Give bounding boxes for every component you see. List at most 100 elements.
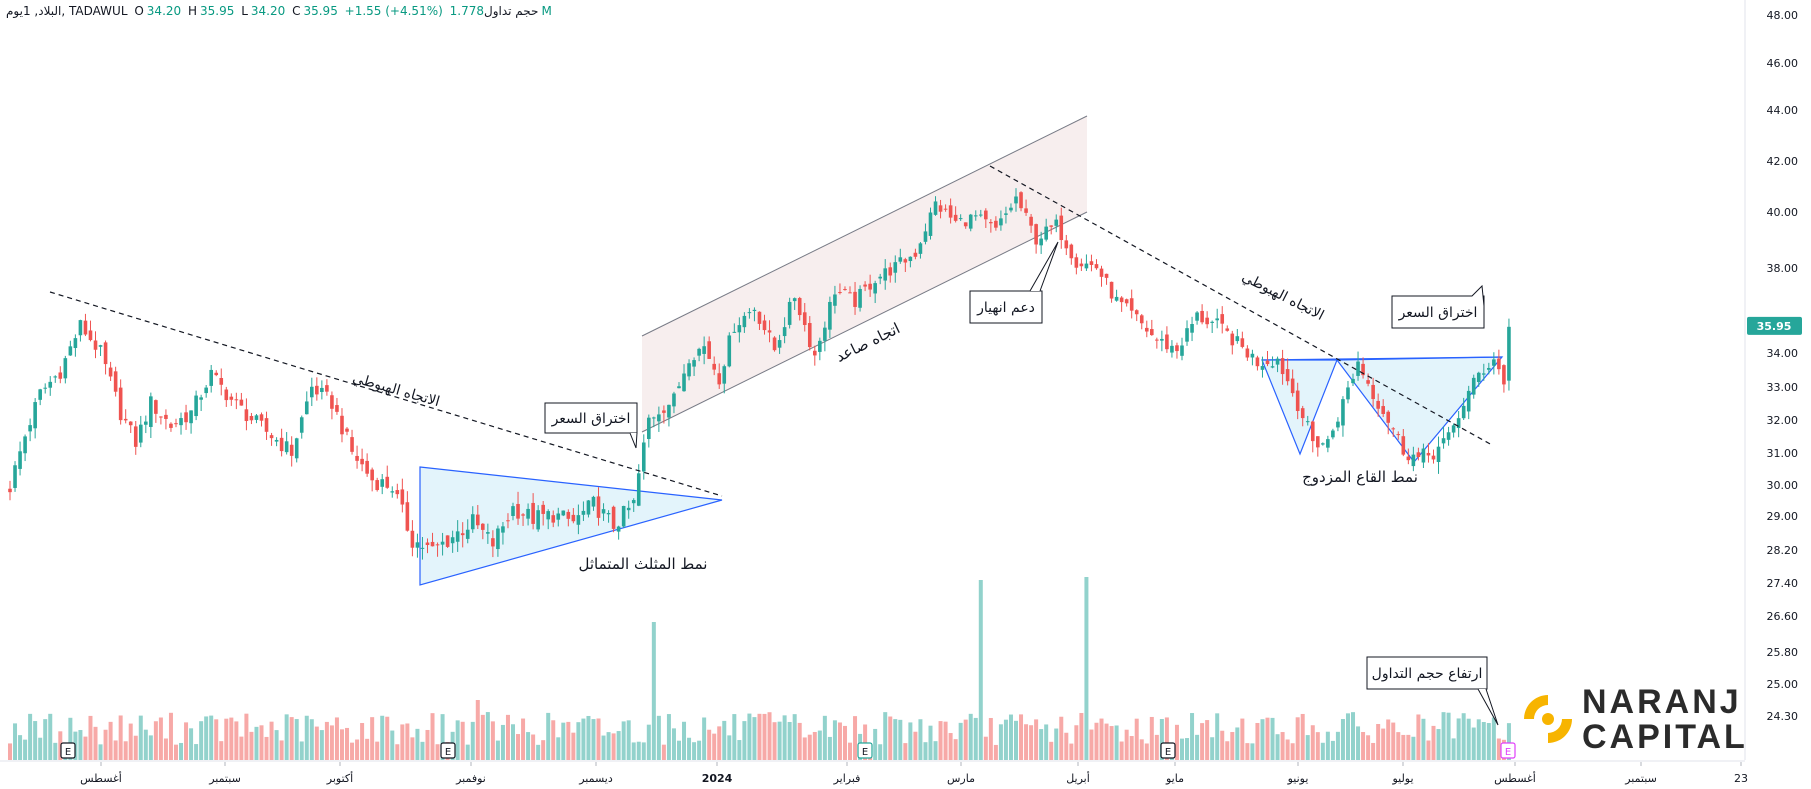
volume-bar <box>1290 743 1295 760</box>
volume-bar <box>762 713 767 760</box>
volume-bar <box>365 738 370 760</box>
candle-body <box>219 377 224 385</box>
volume-bar <box>500 724 505 760</box>
candle-body <box>1114 296 1119 301</box>
candle-body <box>833 294 837 306</box>
candle-body <box>1275 358 1280 365</box>
candle-body <box>1310 421 1315 442</box>
candle-body <box>254 415 259 420</box>
volume-bar <box>309 719 314 760</box>
candle-body <box>913 252 918 257</box>
volume-bar <box>521 718 526 760</box>
volume-bar <box>822 715 827 760</box>
candle-body <box>1144 327 1149 332</box>
volume-bar <box>1471 727 1476 760</box>
volume-bar <box>621 721 626 760</box>
volume-bar <box>345 727 350 760</box>
last-price-text: 35.95 <box>1757 320 1792 333</box>
volume-bar <box>78 730 83 760</box>
volume-bar <box>1089 729 1094 760</box>
candle-body <box>581 510 586 515</box>
volume-bar <box>480 714 485 760</box>
candles <box>8 188 1511 560</box>
earnings-marker <box>440 742 456 759</box>
volume-bar <box>435 744 440 760</box>
candle-body <box>516 503 520 519</box>
volume-bar <box>465 744 470 760</box>
candle-body <box>1441 438 1446 444</box>
volume-bar <box>470 721 475 760</box>
x-tick-label: 23 <box>1734 772 1748 785</box>
candle-body <box>531 502 535 524</box>
volume-bar <box>666 714 671 760</box>
candle-body <box>1009 207 1013 211</box>
volume-bar <box>516 734 521 760</box>
x-tick-label: نوفمبر <box>455 772 486 785</box>
candle-body <box>682 373 686 392</box>
candle-body <box>923 231 928 242</box>
volume-bar <box>1245 743 1250 760</box>
volume-bar <box>380 715 385 760</box>
volume-bar <box>752 717 757 760</box>
y-tick-label: 24.30 <box>1767 710 1799 723</box>
y-tick-label: 42.00 <box>1767 155 1799 168</box>
candle-body <box>1104 273 1109 278</box>
candle-body <box>1366 380 1370 384</box>
candle-body <box>184 412 188 423</box>
candle-body <box>23 436 27 454</box>
candle-body <box>566 511 571 519</box>
volume-bar <box>1049 741 1054 760</box>
candle-body <box>953 214 958 221</box>
volume-bar <box>229 717 234 760</box>
volume-bar <box>219 741 224 760</box>
candle-body <box>325 385 329 392</box>
volume-bar <box>848 742 853 760</box>
naranj-logo <box>1524 695 1572 743</box>
volume-bar <box>1019 714 1024 760</box>
candle-body <box>425 542 430 546</box>
earnings-marker-label: E <box>65 747 71 758</box>
volume-bar <box>571 732 576 760</box>
candle-body <box>984 210 988 220</box>
candle-body <box>717 373 722 385</box>
volume-bar <box>777 721 782 760</box>
volume-bar <box>611 733 616 760</box>
volume-bar <box>1330 740 1335 760</box>
y-tick-label: 29.00 <box>1767 510 1799 523</box>
volume-bar <box>375 741 380 760</box>
candle-body <box>878 276 882 279</box>
breakout-callout-1-tail <box>629 432 638 449</box>
y-tick-label: 28.20 <box>1767 544 1799 557</box>
volume-bar <box>1345 713 1350 760</box>
candle-body <box>797 298 802 316</box>
candle-body <box>777 340 782 348</box>
volume-bar <box>531 734 536 760</box>
volume-bar <box>676 740 681 760</box>
volume-bar <box>1149 716 1154 760</box>
volume-bar <box>118 715 123 760</box>
candle-body <box>335 405 339 412</box>
candle-body <box>455 531 460 542</box>
candle-body <box>948 205 953 218</box>
candle-body <box>1019 192 1023 209</box>
x-tick-label: 2024 <box>702 772 733 785</box>
volume-bar <box>339 729 344 760</box>
candle-body <box>13 465 17 488</box>
x-tick-label: أغسطس <box>80 771 122 785</box>
volume-bar <box>214 719 219 760</box>
volume-bar <box>832 720 837 760</box>
candle-body <box>1411 454 1416 467</box>
symbol-name: البلاد, 1يوم, TADAWUL <box>6 4 128 18</box>
volume-bar <box>1275 734 1280 760</box>
volume-bar <box>556 737 561 760</box>
x-tick-label: أغسطس <box>1494 771 1536 785</box>
volume-bar <box>863 724 868 760</box>
volume-bar <box>1391 722 1396 760</box>
volume-bar <box>827 736 832 760</box>
candle-body <box>279 437 284 452</box>
candle-body <box>1416 452 1421 458</box>
candle-body <box>697 348 701 356</box>
volume-bar <box>400 724 405 760</box>
volume-bar <box>651 622 656 760</box>
